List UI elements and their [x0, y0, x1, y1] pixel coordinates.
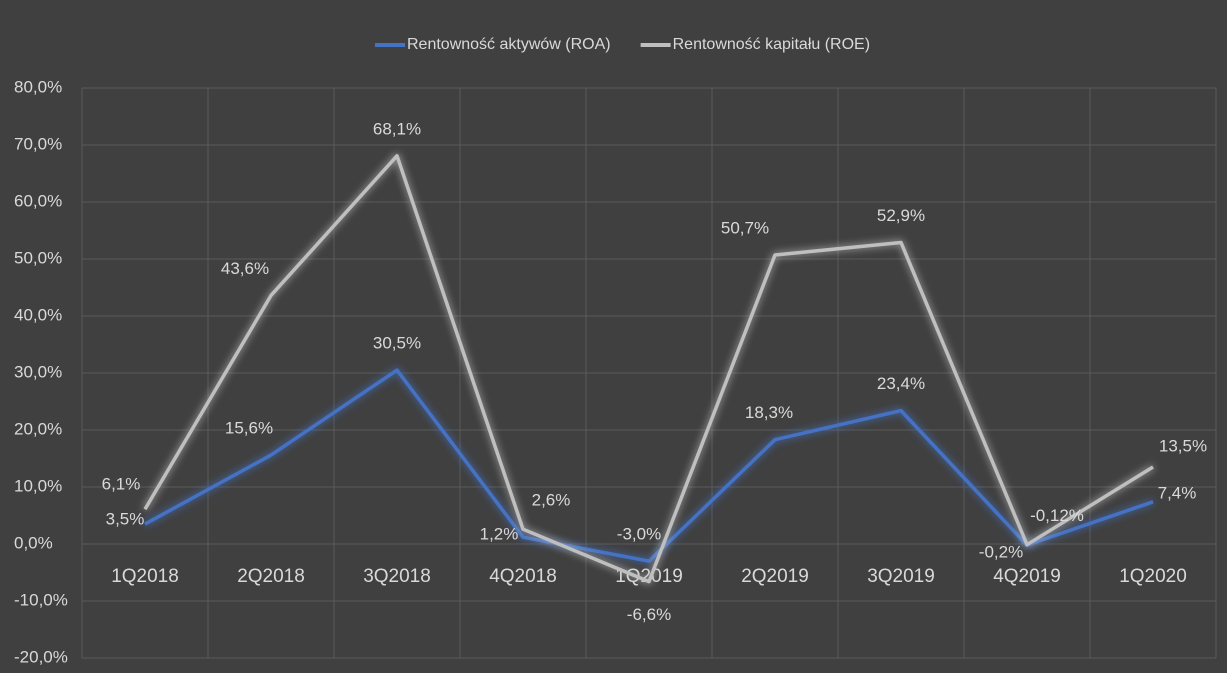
data-label: 52,9%	[877, 206, 925, 225]
data-label: 7,4%	[1158, 483, 1197, 502]
series-line	[144, 368, 1154, 563]
data-label: 30,5%	[373, 334, 421, 353]
data-label: 3,5%	[106, 510, 145, 529]
x-tick-label: 1Q2018	[111, 566, 179, 587]
x-tick-label: 3Q2018	[363, 566, 431, 587]
data-label: 23,4%	[877, 374, 925, 393]
y-tick-label: 80,0%	[14, 77, 62, 96]
data-label: 68,1%	[373, 119, 421, 138]
y-tick-label: 30,0%	[14, 362, 62, 381]
legend-label: Rentowność kapitału (ROE)	[673, 36, 870, 53]
y-tick-label: 50,0%	[14, 248, 62, 267]
x-tick-label: 3Q2019	[867, 566, 935, 587]
y-tick-label: -20,0%	[14, 647, 68, 666]
data-label: 43,6%	[221, 259, 269, 278]
y-tick-label: 20,0%	[14, 419, 62, 438]
data-label: 6,1%	[102, 475, 141, 494]
x-tick-label: 1Q2020	[1119, 566, 1187, 587]
data-label: -0,12%	[1030, 506, 1084, 525]
data-label: 18,3%	[745, 403, 793, 422]
x-tick-label: 2Q2018	[237, 566, 305, 587]
x-tick-label: 1Q2019	[615, 566, 683, 587]
data-label: -3,0%	[617, 525, 661, 544]
data-label: 2,6%	[532, 491, 571, 510]
y-tick-label: 0,0%	[14, 533, 53, 552]
x-tick-label: 2Q2019	[741, 566, 809, 587]
y-tick-label: 10,0%	[14, 476, 62, 495]
y-tick-label: 70,0%	[14, 134, 62, 153]
x-tick-label: 4Q2019	[993, 566, 1061, 587]
data-label: 13,5%	[1159, 437, 1207, 456]
series-line	[143, 154, 1154, 584]
y-tick-label: 40,0%	[14, 305, 62, 324]
y-tick-label: -10,0%	[14, 590, 68, 609]
x-tick-label: 4Q2018	[489, 566, 557, 587]
data-label: 1,2%	[480, 525, 519, 544]
data-label: -6,6%	[627, 605, 671, 624]
data-label: 50,7%	[721, 218, 769, 237]
legend-label: Rentowność aktywów (ROA)	[407, 36, 611, 53]
data-label: -0,2%	[979, 543, 1023, 562]
data-label: 15,6%	[225, 419, 273, 438]
y-tick-label: 60,0%	[14, 191, 62, 210]
